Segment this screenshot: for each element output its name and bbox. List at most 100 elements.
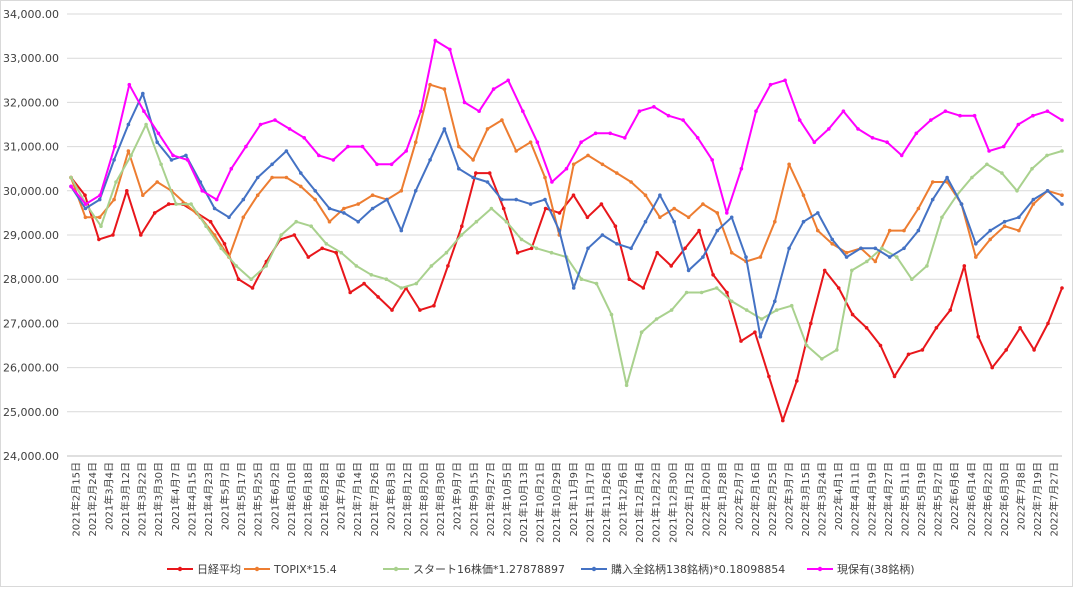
x-tick-label: 2021年11月26日: [600, 462, 613, 543]
data-point: [1002, 219, 1007, 224]
data-point: [460, 224, 464, 228]
data-point: [112, 144, 117, 149]
data-point: [739, 339, 743, 343]
data-point: [1046, 321, 1050, 326]
data-point: [284, 149, 289, 153]
data-point: [783, 78, 787, 83]
data-point: [564, 166, 569, 171]
data-point: [487, 171, 492, 175]
data-point: [624, 383, 629, 388]
data-point: [255, 175, 260, 180]
data-point: [593, 131, 598, 136]
data-point: [887, 228, 892, 233]
data-point: [929, 118, 933, 122]
data-point: [270, 162, 274, 167]
data-point: [474, 219, 479, 224]
data-point: [362, 281, 366, 286]
x-tick-label: 2021年8月30日: [434, 462, 447, 537]
data-point: [787, 162, 791, 167]
data-point: [309, 224, 314, 228]
data-point: [666, 113, 671, 118]
data-point: [594, 281, 599, 286]
data-point: [615, 242, 619, 246]
data-point: [910, 277, 914, 282]
series-4: [69, 91, 1064, 339]
data-point: [302, 136, 307, 140]
series-lines: [69, 38, 1064, 423]
data-point: [342, 211, 346, 215]
data-point: [865, 259, 869, 264]
data-point: [459, 233, 464, 237]
data-point: [127, 82, 132, 87]
x-tick-label: 2021年5月25日: [252, 462, 265, 537]
data-point: [500, 118, 504, 122]
data-point: [141, 91, 145, 96]
data-point: [212, 206, 217, 211]
data-point: [934, 326, 939, 330]
data-point: [534, 246, 539, 251]
data-point: [681, 118, 685, 122]
series-line: [70, 39, 1063, 214]
data-point: [142, 109, 146, 113]
data-point: [873, 259, 878, 264]
x-tick-label: 2021年3月30日: [152, 462, 165, 537]
data-point: [714, 286, 719, 290]
data-point: [331, 158, 336, 162]
data-point: [389, 162, 394, 167]
data-point: [835, 348, 839, 352]
data-point: [571, 286, 576, 290]
data-point: [725, 290, 729, 295]
gridlines: [67, 13, 1062, 457]
x-tick-label: 2021年10月29日: [550, 462, 563, 543]
data-point: [571, 193, 576, 197]
data-point: [174, 202, 178, 206]
x-tick-label: 2021年8月12日: [401, 462, 414, 537]
series-1: [69, 171, 1064, 423]
y-tick-label: 34,000.00: [3, 8, 59, 21]
data-point: [655, 250, 659, 255]
series-line: [70, 92, 1063, 338]
data-point: [279, 233, 284, 237]
series-5: [69, 38, 1064, 215]
data-point: [549, 250, 554, 255]
data-point: [767, 374, 771, 379]
data-point: [916, 228, 921, 233]
data-point: [83, 202, 88, 206]
data-point: [111, 233, 115, 237]
legend-item: 現保有(38銘柄): [807, 562, 915, 576]
data-point: [244, 144, 248, 149]
legend-marker: [177, 566, 183, 572]
data-point: [1001, 144, 1006, 149]
data-point: [369, 273, 374, 277]
y-tick-label: 32,000.00: [3, 96, 59, 109]
data-point: [639, 330, 644, 335]
y-axis-ticks: 24,000.00 25,000.00 26,000.00 27,000.00 28,0…: [3, 8, 59, 463]
data-point: [543, 175, 547, 180]
data-point: [356, 202, 361, 206]
data-point: [489, 206, 494, 211]
data-point: [830, 237, 834, 242]
data-point: [643, 193, 648, 197]
data-point: [859, 246, 863, 251]
data-point: [399, 286, 404, 290]
data-point: [444, 250, 449, 255]
data-point: [809, 321, 813, 326]
data-point: [457, 144, 461, 149]
data-point: [299, 171, 303, 175]
data-point: [579, 140, 583, 144]
data-point: [600, 233, 605, 237]
data-point: [320, 246, 325, 251]
data-point: [940, 215, 944, 220]
x-tick-label: 2021年9月7日: [451, 462, 464, 530]
series-3: [69, 122, 1064, 388]
x-tick-label: 2021年6月2日: [268, 462, 281, 530]
data-point: [500, 197, 504, 202]
data-point: [654, 317, 659, 321]
x-tick-label: 2022年2月7日: [733, 462, 746, 530]
data-point: [270, 175, 274, 180]
data-point: [126, 122, 131, 127]
data-point: [313, 189, 318, 193]
data-point: [1031, 197, 1036, 202]
data-point: [356, 219, 361, 224]
